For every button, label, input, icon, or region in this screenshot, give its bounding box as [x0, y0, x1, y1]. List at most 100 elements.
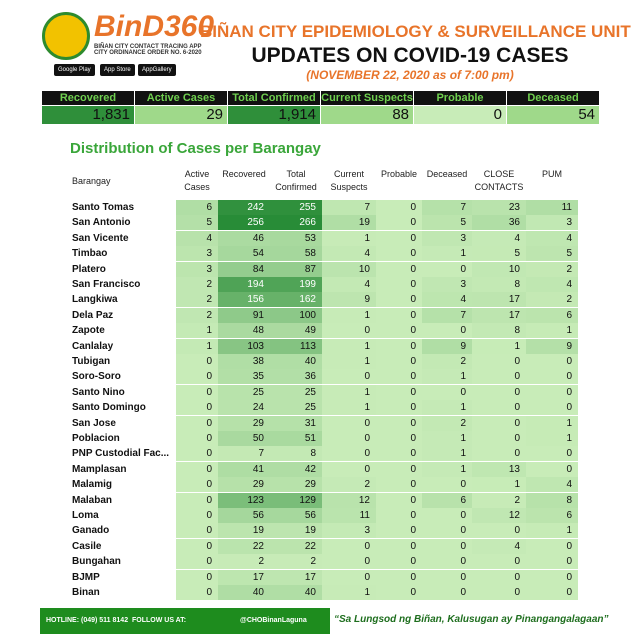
logo — [42, 12, 90, 60]
table-cell: 0 — [422, 508, 472, 523]
table-cell: 38 — [218, 354, 270, 369]
table-cell: 4 — [322, 246, 376, 262]
table-cell: 40 — [218, 585, 270, 600]
table-cell: 266 — [270, 215, 322, 231]
table-cell: 4 — [322, 277, 376, 292]
table-cell: 1 — [322, 384, 376, 400]
column-header: Total Confirmed — [275, 169, 317, 192]
table-cell: 6 — [176, 200, 218, 215]
table-cell: 7 — [422, 307, 472, 323]
table-cell: 1 — [176, 338, 218, 354]
table-cell: 242 — [218, 200, 270, 215]
table-cell: 5 — [422, 215, 472, 231]
table-cell: 0 — [376, 554, 422, 570]
table-cell: 2 — [422, 354, 472, 369]
table-cell: 7 — [218, 446, 270, 462]
table-cell: 0 — [472, 523, 526, 539]
store-badge[interactable]: Google Play — [54, 64, 95, 76]
table-cell: 0 — [322, 569, 376, 585]
handle[interactable]: @CHOBinanLaguna — [240, 617, 307, 624]
barangay-name: Tubigan — [68, 354, 176, 369]
table-cell: 0 — [422, 261, 472, 277]
table-cell: 0 — [422, 477, 472, 493]
table-cell: 0 — [472, 569, 526, 585]
store-badge[interactable]: App Store — [100, 64, 135, 76]
table-cell: 255 — [270, 200, 322, 215]
table-cell: 0 — [472, 384, 526, 400]
barangay-name: San Francisco — [68, 277, 176, 292]
slogan: “Sa Lungsod ng Biñan, Kalusugan ay Pinan… — [334, 614, 609, 625]
table-cell: 0 — [376, 215, 422, 231]
table-cell: 1 — [422, 400, 472, 416]
table-cell: 0 — [422, 585, 472, 600]
table-title: Distribution of Cases per Barangay — [70, 140, 321, 157]
table-cell: 0 — [176, 384, 218, 400]
column-header: PUM — [542, 169, 562, 179]
summary-label: Total Confirmed — [228, 91, 320, 105]
table-cell: 6 — [526, 307, 578, 323]
table-cell: 113 — [270, 338, 322, 354]
table-cell: 162 — [270, 292, 322, 308]
summary-label: Current Suspects — [321, 91, 413, 105]
table-cell: 1 — [422, 461, 472, 477]
table-cell: 12 — [322, 492, 376, 508]
table-cell: 25 — [270, 384, 322, 400]
table-cell: 1 — [322, 354, 376, 369]
table-cell: 0 — [376, 461, 422, 477]
table-cell: 194 — [218, 277, 270, 292]
table-cell: 0 — [472, 554, 526, 570]
table-cell: 3 — [422, 230, 472, 246]
table-cell: 40 — [270, 585, 322, 600]
table-cell: 1 — [322, 338, 376, 354]
table-cell: 50 — [218, 431, 270, 446]
table-cell: 0 — [376, 492, 422, 508]
table-cell: 256 — [218, 215, 270, 231]
barangay-name: Mamplasan — [68, 461, 176, 477]
table-cell: 6 — [526, 508, 578, 523]
table-cell: 0 — [376, 292, 422, 308]
table-cell: 0 — [526, 569, 578, 585]
table-cell: 19 — [322, 215, 376, 231]
table-cell: 9 — [322, 292, 376, 308]
table-cell: 17 — [270, 569, 322, 585]
table-cell: 11 — [322, 508, 376, 523]
table-cell: 87 — [270, 261, 322, 277]
table-cell: 103 — [218, 338, 270, 354]
summary-value: 88 — [321, 106, 413, 124]
table-cell: 0 — [422, 538, 472, 554]
table-cell: 0 — [176, 369, 218, 385]
barangay-name: Timbao — [68, 246, 176, 262]
table-cell: 36 — [270, 369, 322, 385]
table-cell: 129 — [270, 492, 322, 508]
barangay-name: Binan — [68, 585, 176, 600]
store-badge[interactable]: AppGallery — [138, 64, 176, 76]
table-cell: 156 — [218, 292, 270, 308]
table-cell: 25 — [270, 400, 322, 416]
table-cell: 36 — [472, 215, 526, 231]
barangay-name: San Antonio — [68, 215, 176, 231]
table-cell: 23 — [472, 200, 526, 215]
barangay-name: San Jose — [68, 415, 176, 431]
date: (NOVEMBER 22, 2020 as of 7:00 pm) — [306, 68, 514, 82]
table-cell: 2 — [526, 261, 578, 277]
table-cell: 1 — [422, 431, 472, 446]
table-cell: 0 — [176, 354, 218, 369]
table-cell: 22 — [270, 538, 322, 554]
table-cell: 0 — [376, 323, 422, 339]
summary-value: 0 — [414, 106, 506, 124]
table-cell: 19 — [218, 523, 270, 539]
table-cell: 54 — [218, 246, 270, 262]
barangay-name: Malaban — [68, 492, 176, 508]
table-cell: 2 — [422, 415, 472, 431]
summary-value: 29 — [135, 106, 227, 124]
table-cell: 0 — [176, 431, 218, 446]
barangay-name: San Vicente — [68, 230, 176, 246]
table-cell: 4 — [472, 230, 526, 246]
table-cell: 123 — [218, 492, 270, 508]
table-cell: 29 — [270, 477, 322, 493]
summary-label: Deceased — [507, 91, 599, 105]
table-cell: 8 — [270, 446, 322, 462]
table-cell: 0 — [176, 446, 218, 462]
footer: HOTLINE: (049) 511 8142 FOLLOW US AT: @C… — [40, 608, 330, 634]
